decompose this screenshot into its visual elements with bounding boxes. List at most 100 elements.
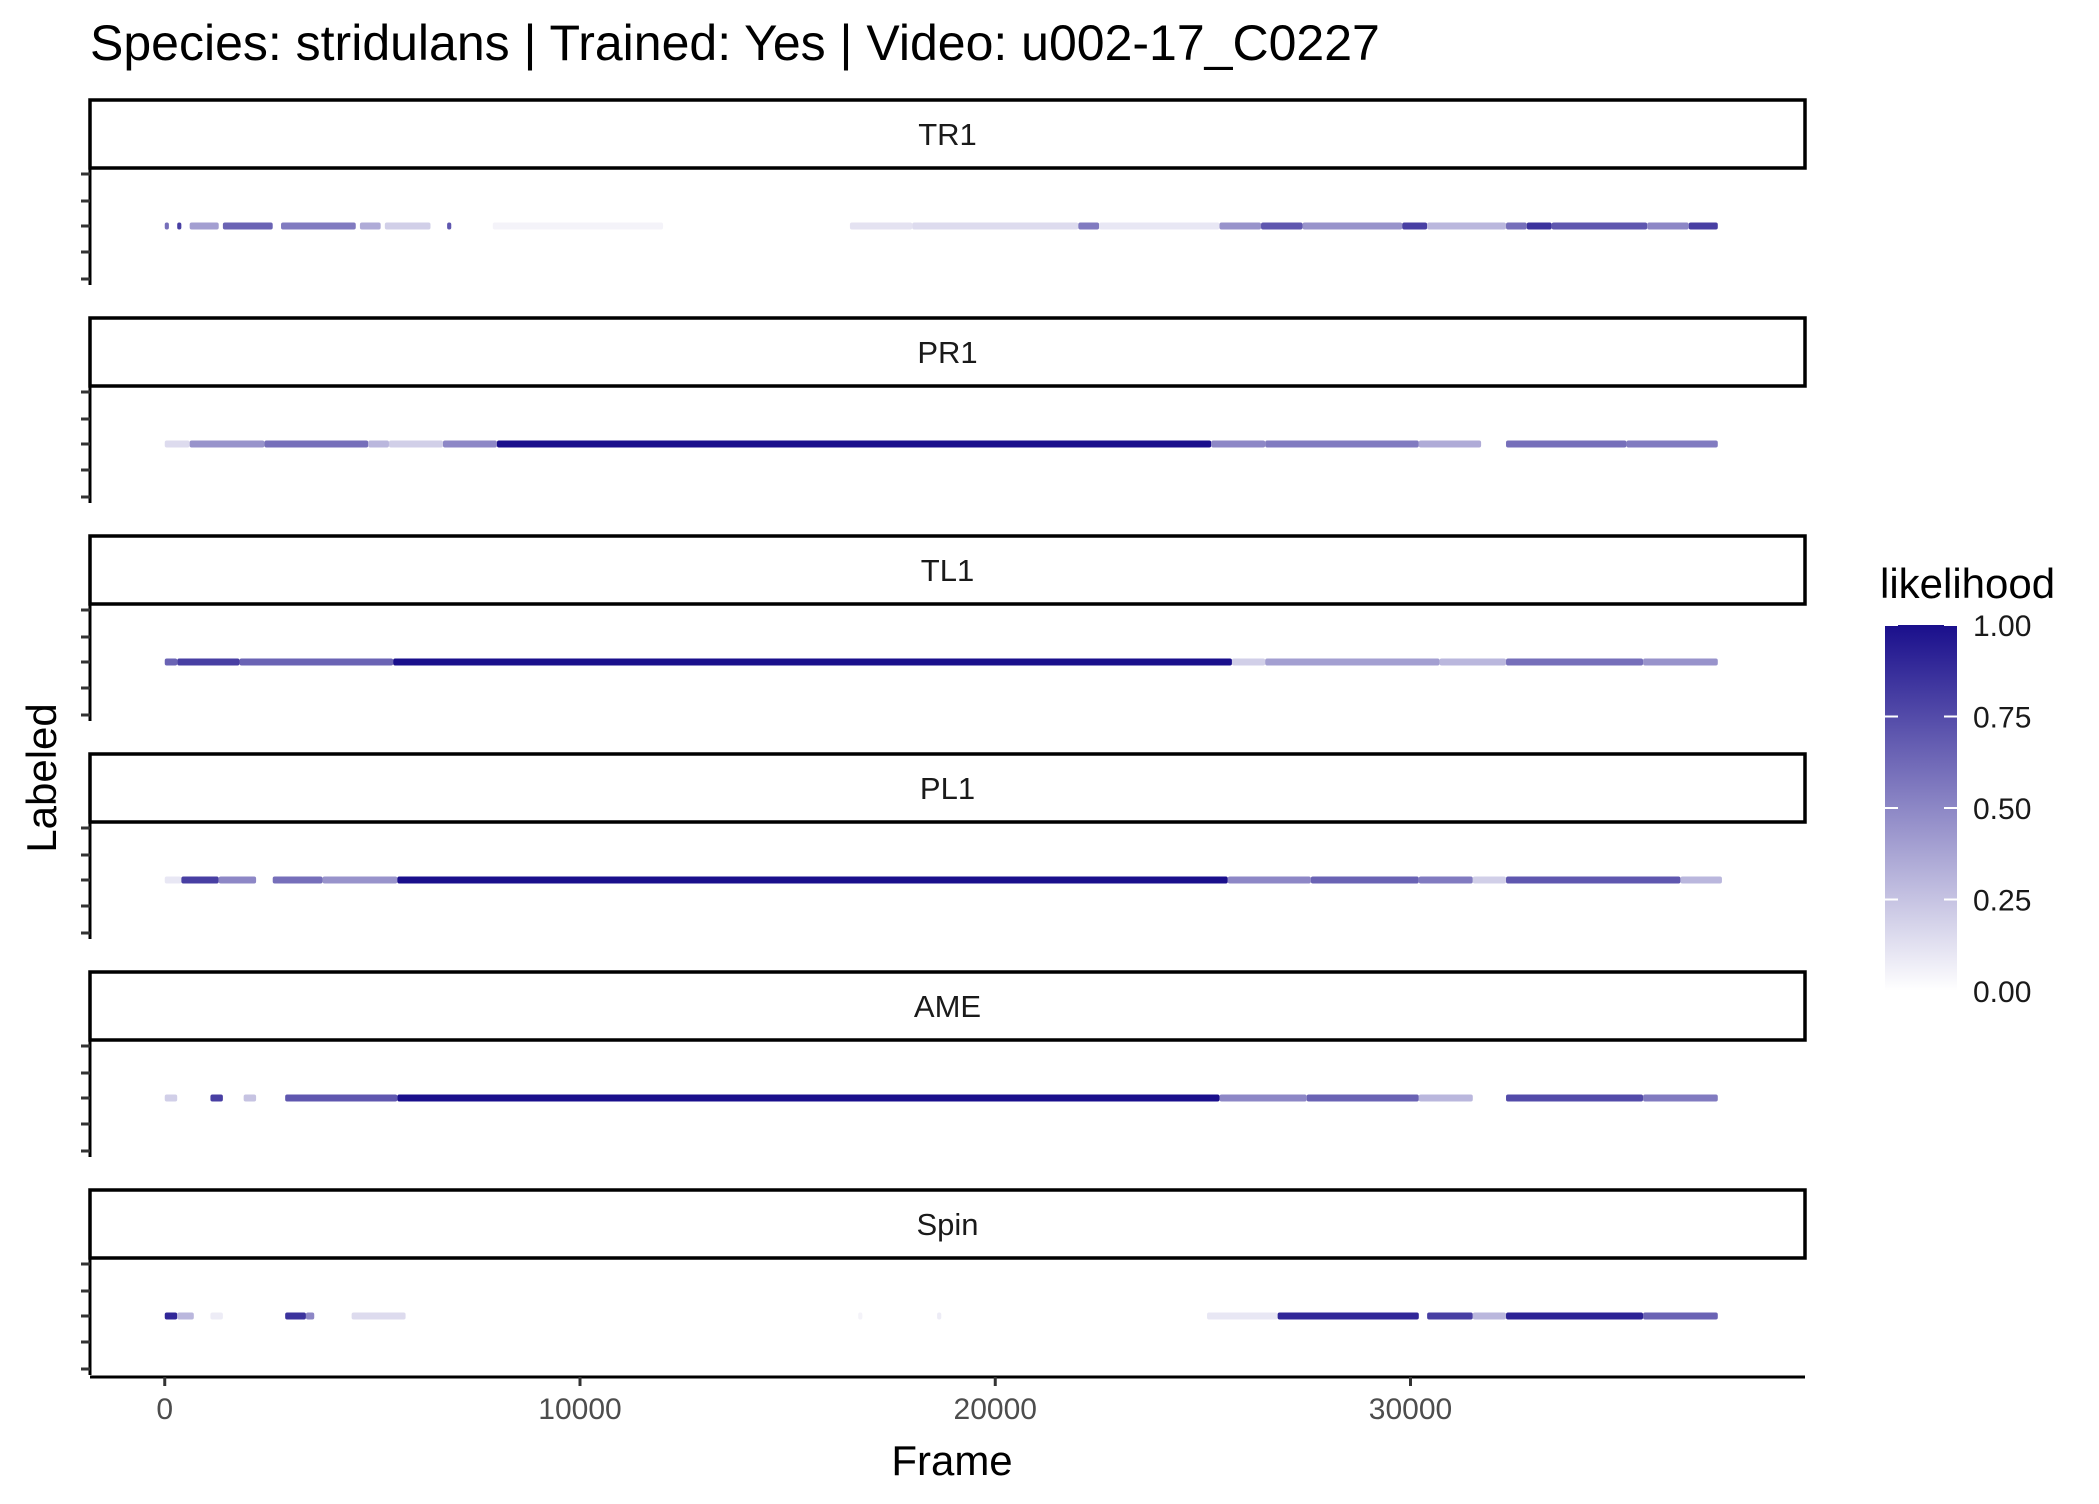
data-segment bbox=[1506, 658, 1644, 666]
data-segment bbox=[447, 222, 452, 230]
data-segment bbox=[164, 440, 190, 448]
data-segment bbox=[1551, 222, 1648, 230]
data-segment bbox=[164, 658, 178, 666]
legend-tick-label: 0.75 bbox=[1973, 702, 2031, 735]
data-segment bbox=[1506, 876, 1681, 884]
facet-label: AME bbox=[914, 989, 981, 1024]
data-segment bbox=[272, 876, 323, 884]
data-segment bbox=[285, 1312, 306, 1320]
facet-strip bbox=[88, 970, 1807, 1042]
data-segment bbox=[1261, 222, 1303, 230]
data-segment bbox=[1526, 222, 1552, 230]
data-segment bbox=[858, 1312, 863, 1320]
data-segment bbox=[849, 222, 913, 230]
data-segment bbox=[210, 1094, 223, 1102]
x-tick-label: 0 bbox=[156, 1393, 173, 1426]
data-segment bbox=[177, 1312, 194, 1320]
data-segment bbox=[181, 876, 219, 884]
facet-strip bbox=[88, 1188, 1807, 1260]
data-segment bbox=[1231, 658, 1266, 666]
data-segment bbox=[1643, 1094, 1718, 1102]
data-segment bbox=[1643, 1312, 1718, 1320]
data-segment bbox=[1680, 876, 1722, 884]
data-segment bbox=[1219, 222, 1262, 230]
legend-tick-label: 0.25 bbox=[1973, 885, 2031, 918]
data-segment bbox=[1506, 222, 1527, 230]
data-segment bbox=[1472, 1312, 1507, 1320]
data-segment bbox=[222, 222, 273, 230]
data-segment bbox=[393, 658, 1232, 666]
data-segment bbox=[1302, 222, 1403, 230]
data-segment bbox=[285, 1094, 398, 1102]
data-segment bbox=[397, 1094, 1220, 1102]
data-segment bbox=[164, 876, 182, 884]
data-segment bbox=[1688, 222, 1718, 230]
data-segment bbox=[322, 876, 398, 884]
x-axis: 0 10000 20000 30000 bbox=[90, 1375, 1805, 1426]
facet-label: PL1 bbox=[920, 771, 975, 806]
data-segment bbox=[264, 440, 369, 448]
facet-pr1: PR1 bbox=[81, 316, 1807, 503]
facet-label: TR1 bbox=[918, 117, 977, 152]
data-segment bbox=[1427, 1312, 1473, 1320]
data-segment bbox=[351, 1312, 406, 1320]
data-segment bbox=[218, 876, 257, 884]
data-segment bbox=[164, 1094, 178, 1102]
data-segment bbox=[305, 1312, 315, 1320]
data-segment bbox=[496, 440, 1212, 448]
chart-title: Species: stridulans | Trained: Yes | Vid… bbox=[90, 15, 1380, 71]
legend-ticks: 1.00 0.75 0.50 0.25 0.00 bbox=[1885, 610, 2031, 1009]
data-segment bbox=[1418, 1094, 1473, 1102]
data-segment bbox=[164, 222, 169, 230]
data-segment bbox=[368, 440, 389, 448]
data-segment bbox=[1265, 658, 1440, 666]
facet-label: Spin bbox=[916, 1207, 978, 1242]
data-segment bbox=[1207, 1312, 1278, 1320]
facet-tl1: TL1 bbox=[81, 534, 1807, 721]
data-segment bbox=[384, 222, 431, 230]
data-segment bbox=[1306, 1094, 1419, 1102]
data-segment bbox=[1219, 1094, 1307, 1102]
facet-strip bbox=[88, 534, 1807, 606]
data-segment bbox=[189, 222, 219, 230]
data-segment bbox=[239, 658, 394, 666]
data-segment bbox=[164, 1312, 178, 1320]
data-segment bbox=[1211, 440, 1266, 448]
data-segment bbox=[1078, 222, 1100, 230]
legend-tick-label: 1.00 bbox=[1973, 610, 2031, 643]
data-segment bbox=[1647, 222, 1689, 230]
facet-label: PR1 bbox=[917, 335, 977, 370]
data-segment bbox=[1265, 440, 1419, 448]
data-segment bbox=[1427, 222, 1507, 230]
data-segment bbox=[1418, 876, 1473, 884]
x-tick-label: 30000 bbox=[1369, 1393, 1452, 1426]
facet-strip bbox=[88, 752, 1807, 824]
x-tick-label: 20000 bbox=[954, 1393, 1037, 1426]
y-axis-title: Labeled bbox=[18, 703, 65, 852]
data-segment bbox=[1418, 440, 1482, 448]
data-segment bbox=[359, 222, 381, 230]
facet-ame: AME bbox=[81, 970, 1807, 1157]
data-segment bbox=[1626, 440, 1718, 448]
data-segment bbox=[210, 1312, 223, 1320]
data-segment bbox=[442, 440, 497, 448]
facet-tr1: TR1 bbox=[81, 98, 1807, 285]
x-axis-title: Frame bbox=[891, 1437, 1012, 1484]
data-segment bbox=[492, 222, 664, 230]
facet-label: TL1 bbox=[921, 553, 974, 588]
data-segment bbox=[189, 440, 265, 448]
facet-spin: Spin bbox=[81, 1188, 1807, 1375]
facets: TR1 PR1 TL1 PL1 AME Spin bbox=[81, 98, 1807, 1375]
data-segment bbox=[1402, 222, 1428, 230]
legend-tick-label: 0.00 bbox=[1973, 976, 2031, 1009]
legend-tick-label: 0.50 bbox=[1973, 793, 2031, 826]
data-segment bbox=[1472, 876, 1507, 884]
data-segment bbox=[1506, 1094, 1644, 1102]
data-segment bbox=[281, 222, 356, 230]
data-segment bbox=[912, 222, 1079, 230]
data-segment bbox=[177, 222, 182, 230]
legend: likelihood 1.00 0.75 0.50 0.25 0.00 bbox=[1880, 560, 2055, 1009]
data-segment bbox=[1310, 876, 1419, 884]
data-segment bbox=[243, 1094, 257, 1102]
